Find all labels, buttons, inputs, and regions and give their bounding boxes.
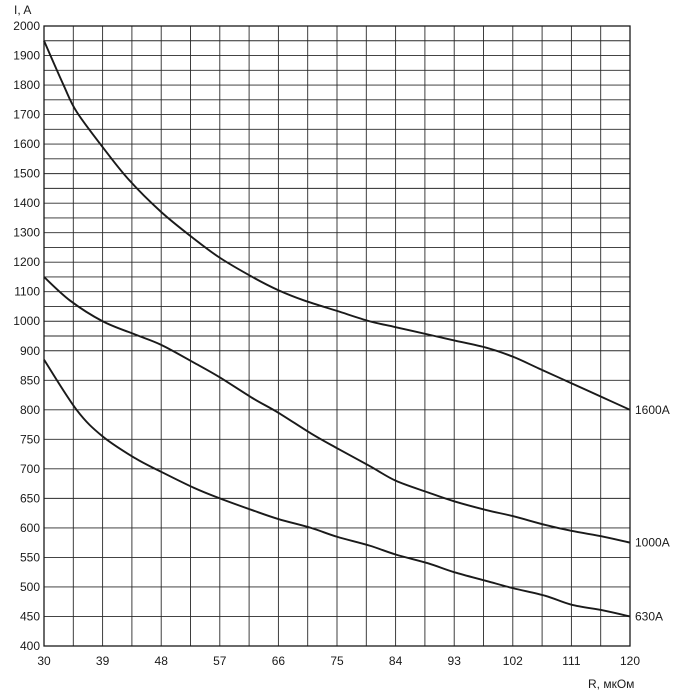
x-tick-label: 75 xyxy=(330,654,344,668)
y-tick-label: 400 xyxy=(20,639,40,653)
x-tick-label: 57 xyxy=(213,654,227,668)
x-tick-label: 93 xyxy=(448,654,462,668)
y-tick-label: 700 xyxy=(20,462,40,476)
y-tick-label: 850 xyxy=(20,373,40,387)
x-tick-label: 84 xyxy=(389,654,403,668)
y-tick-label: 1300 xyxy=(13,226,40,240)
y-tick-label: 1600 xyxy=(13,137,40,151)
x-axis-label: R, мкОм xyxy=(588,677,634,691)
y-tick-label: 1100 xyxy=(14,285,40,299)
y-tick-label: 900 xyxy=(20,344,40,358)
x-tick-label: 48 xyxy=(155,654,169,668)
y-tick-label: 600 xyxy=(20,521,40,535)
y-tick-label: 1500 xyxy=(13,167,40,181)
y-axis-label: I, A xyxy=(14,3,31,17)
y-tick-labels: 400 450 500 550 600 650 700 750 800 850 900 1000 110… xyxy=(13,19,40,653)
y-tick-label: 800 xyxy=(20,403,40,417)
x-tick-label: 66 xyxy=(272,654,286,668)
x-tick-label: 30 xyxy=(37,654,51,668)
series-label-1600A: 1600A xyxy=(635,403,670,417)
y-tick-label: 750 xyxy=(20,432,40,446)
x-tick-label: 120 xyxy=(620,654,640,668)
y-tick-label: 1700 xyxy=(13,108,40,122)
y-tick-label: 1900 xyxy=(13,49,40,63)
series-labels: 1600A 1000A 630A xyxy=(635,403,670,624)
series-label-1000A: 1000A xyxy=(635,536,670,550)
y-tick-label: 650 xyxy=(20,491,40,505)
series-label-630A: 630A xyxy=(635,609,663,623)
x-tick-label: 111 xyxy=(562,654,581,668)
y-tick-label: 500 xyxy=(20,580,40,594)
y-tick-label: 2000 xyxy=(13,19,40,33)
y-tick-label: 1200 xyxy=(13,255,40,269)
y-tick-label: 550 xyxy=(20,550,40,564)
x-tick-label: 102 xyxy=(503,654,523,668)
x-tick-label: 39 xyxy=(96,654,110,668)
y-tick-label: 1000 xyxy=(13,314,40,328)
grid xyxy=(44,26,630,646)
y-tick-label: 1800 xyxy=(13,78,40,92)
x-tick-labels: 30 39 48 57 66 75 84 93 102 111 120 xyxy=(37,654,640,668)
y-tick-label: 450 xyxy=(20,609,40,623)
y-tick-label: 1400 xyxy=(13,196,40,210)
